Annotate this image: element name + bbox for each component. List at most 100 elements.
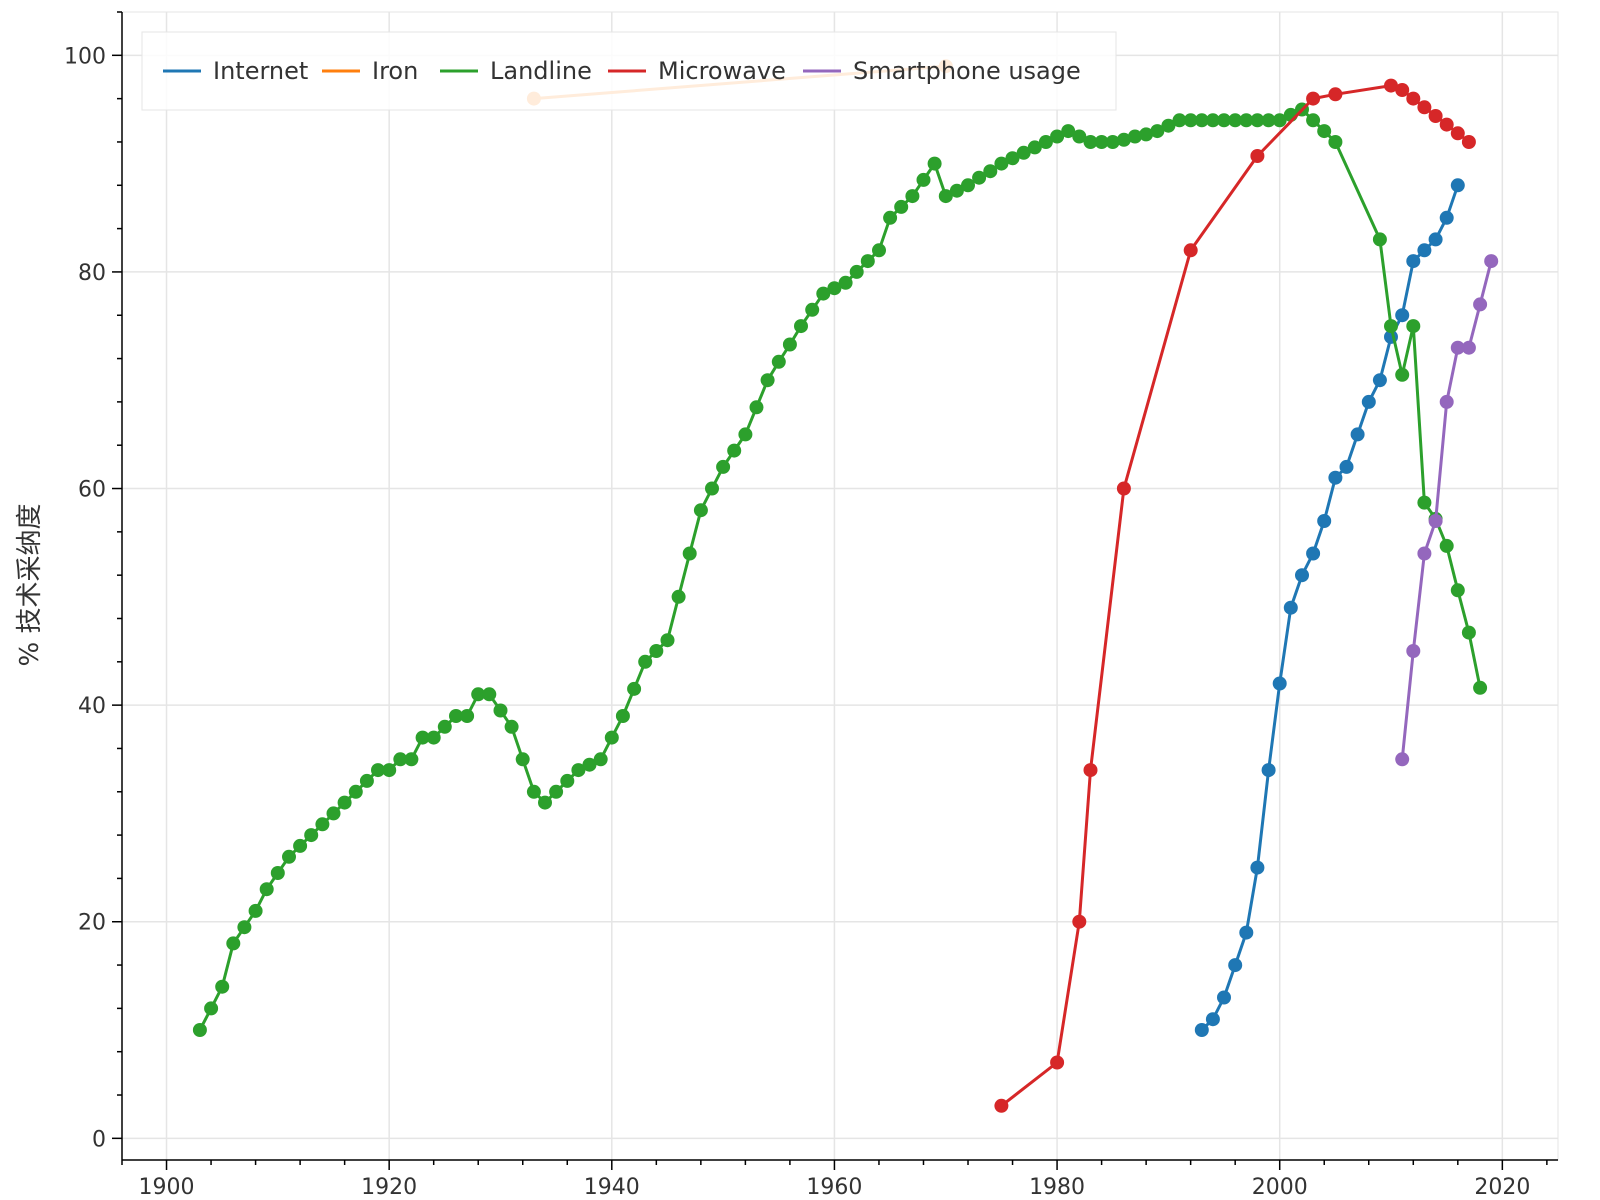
data-point: [1417, 100, 1432, 115]
data-point: [1428, 232, 1443, 247]
data-point: [1083, 763, 1098, 778]
data-point: [705, 481, 719, 496]
series-internet: [1194, 178, 1465, 1037]
data-point: [983, 164, 998, 179]
data-point: [1450, 340, 1465, 355]
data-point: [1005, 151, 1020, 166]
data-point: [1116, 481, 1131, 496]
data-point: [1339, 459, 1354, 474]
data-point: [1194, 1023, 1209, 1037]
data-point: [660, 633, 675, 648]
y-tick-label: 80: [78, 261, 106, 286]
data-point: [860, 254, 875, 269]
series-line-microwave: [1000, 84, 1470, 1107]
x-tick-label: 1900: [139, 1175, 195, 1200]
data-point: [1295, 568, 1309, 583]
data-point: [693, 503, 708, 518]
data-point: [248, 903, 263, 918]
data-point: [1272, 113, 1287, 128]
series-smartphone-usage: [1395, 254, 1499, 767]
legend-label-landline: Landline: [490, 57, 592, 85]
data-point: [1317, 514, 1332, 528]
legend-label-iron: Iron: [372, 57, 418, 85]
data-point: [738, 427, 753, 442]
data-point: [449, 709, 463, 723]
data-point: [1072, 914, 1087, 929]
data-point: [1205, 1012, 1220, 1027]
data-point: [1461, 340, 1476, 355]
data-point: [1161, 118, 1176, 133]
data-point: [393, 752, 408, 767]
data-point: [515, 752, 530, 767]
data-point: [1217, 990, 1231, 1005]
data-point: [716, 459, 731, 474]
data-point: [794, 319, 808, 334]
axes: 1900 1920 1940 1960 1980 2000 2020 0 20 40 60 80 100: [64, 11, 1558, 1200]
x-tick-label: 1960: [806, 1175, 862, 1200]
data-point: [315, 817, 330, 832]
data-point: [727, 443, 742, 458]
data-point: [827, 281, 842, 296]
data-point: [1061, 124, 1076, 139]
data-point: [437, 719, 452, 734]
data-point: [927, 156, 942, 171]
data-point: [404, 752, 419, 767]
data-point: [348, 784, 363, 799]
data-point: [1050, 129, 1065, 144]
data-point: [949, 183, 964, 198]
data-point: [671, 589, 686, 604]
data-point: [337, 795, 352, 810]
data-point: [1406, 319, 1421, 334]
series-landline: [192, 102, 1488, 1037]
data-point: [192, 1023, 207, 1037]
data-point: [1172, 113, 1187, 128]
data-point: [894, 199, 909, 214]
data-point: [1328, 135, 1343, 149]
data-point: [938, 189, 953, 204]
x-tick-label: 1940: [584, 1175, 640, 1200]
x-tick-label: 1980: [1029, 1175, 1085, 1200]
data-point: [604, 730, 619, 745]
data-point: [872, 243, 886, 258]
y-axis-title: % 技术采纳度: [15, 504, 45, 667]
data-point: [1417, 495, 1432, 510]
data-point: [682, 546, 697, 561]
legend-label-smartphone-usage: Smartphone usage: [853, 57, 1081, 85]
data-point: [849, 264, 864, 279]
data-point: [471, 687, 486, 702]
data-point: [1239, 925, 1254, 940]
x-tick-label: 1920: [361, 1175, 417, 1200]
data-point: [749, 400, 764, 415]
legend: Internet Iron Landline Microwave Smartphone …: [141, 31, 1117, 111]
data-point: [649, 644, 664, 658]
data-point: [582, 757, 597, 772]
data-point: [1261, 763, 1276, 778]
data-point: [382, 763, 397, 778]
data-point: [1072, 129, 1087, 144]
data-point: [1027, 140, 1042, 155]
data-point: [838, 275, 853, 290]
data-point: [237, 920, 252, 935]
data-point: [1406, 644, 1421, 658]
data-point: [1205, 113, 1220, 128]
data-point: [1395, 308, 1410, 323]
data-point: [1439, 117, 1454, 132]
data-point: [1395, 83, 1410, 97]
data-point: [1250, 860, 1265, 875]
data-point: [1306, 546, 1321, 561]
data-point: [1372, 232, 1387, 247]
data-point: [1428, 514, 1443, 528]
data-point: [1450, 178, 1465, 193]
data-point: [961, 178, 975, 193]
data-point: [415, 730, 430, 745]
x-tick-label: 2020: [1474, 1175, 1530, 1200]
data-point: [994, 156, 1009, 171]
data-point: [493, 703, 508, 718]
legend-label-microwave: Microwave: [658, 57, 786, 85]
grid: [121, 11, 1559, 1161]
series-line-landline: [198, 108, 1482, 1031]
data-point: [1328, 470, 1343, 485]
data-point: [1450, 583, 1465, 598]
data-point: [1395, 752, 1410, 767]
